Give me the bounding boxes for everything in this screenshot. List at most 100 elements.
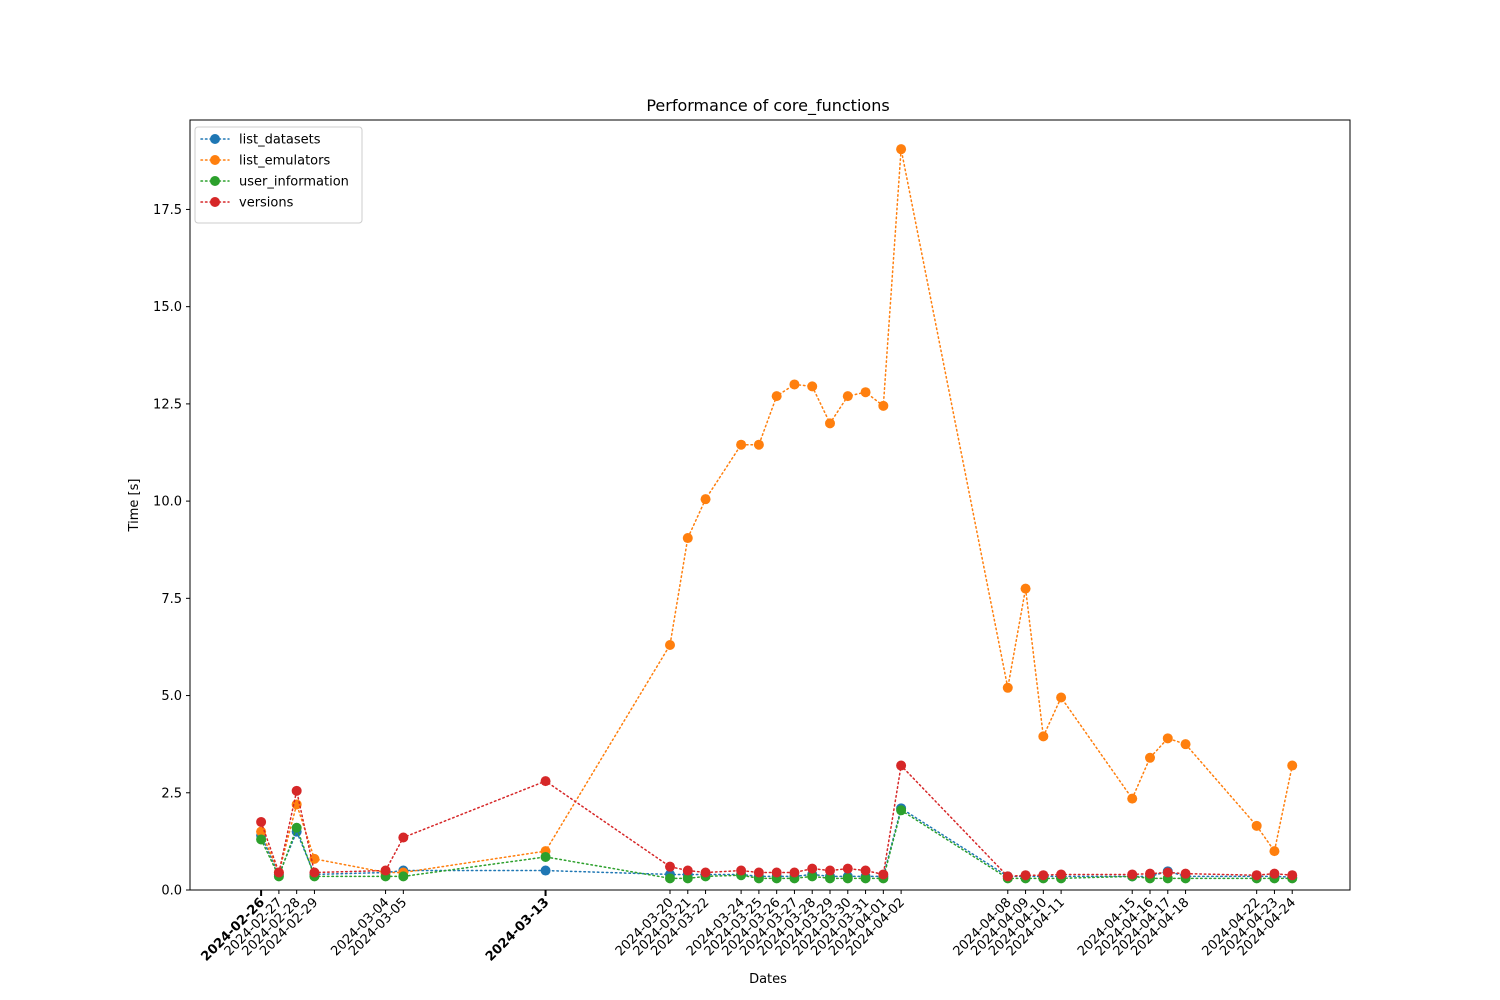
legend-marker: [210, 176, 220, 186]
data-point-versions-2024-04-22: [1251, 870, 1262, 881]
data-point-user_information-2024-03-28: [807, 871, 818, 882]
data-point-user_information-2024-03-20: [665, 873, 675, 884]
data-point-versions-2024-03-21: [682, 865, 693, 876]
data-point-versions-2024-02-28: [291, 785, 302, 796]
plot-layer: [256, 144, 1298, 884]
data-point-list_emulators-2024-04-10: [1038, 731, 1049, 742]
y-axis-title: Time [s]: [127, 479, 142, 533]
legend-label: user_information: [239, 175, 349, 190]
data-point-versions-2024-03-28: [807, 863, 818, 874]
legend-label: list_datasets: [239, 133, 321, 148]
data-point-list_emulators-2024-03-20: [665, 640, 675, 650]
y-tick-label: 0.0: [161, 884, 182, 899]
y-tick-label: 17.5: [153, 203, 182, 218]
plot-frame: [189, 119, 1351, 891]
data-point-versions-2024-03-22: [700, 867, 711, 878]
data-point-list_emulators-2024-03-22: [700, 494, 711, 505]
legend: list_datasets list_emulators user_informat…: [194, 126, 363, 224]
data-point-user_information-2024-04-02: [896, 805, 907, 816]
data-point-versions-2024-04-10: [1038, 870, 1049, 881]
data-point-versions-2024-03-31: [860, 865, 871, 876]
data-point-list_emulators-2024-03-31: [860, 387, 871, 398]
data-point-versions-2024-03-27: [789, 867, 800, 878]
data-point-user_information-2024-03-13: [540, 851, 551, 862]
data-point-user_information-2024-03-05: [398, 871, 409, 882]
legend-marker: [210, 155, 220, 165]
series-list_emulators: [256, 144, 1298, 878]
y-tick-label: 2.5: [161, 786, 182, 801]
data-point-versions-2024-04-01: [878, 869, 889, 880]
legend-item-versions: versions: [200, 196, 294, 211]
data-point-list_emulators-2024-03-26: [771, 391, 782, 402]
data-point-user_information-2024-02-26: [256, 834, 267, 845]
y-tick-label: 12.5: [153, 397, 182, 412]
data-point-versions-2024-04-08: [1002, 871, 1013, 882]
data-point-user_information-2024-03-30: [842, 873, 853, 884]
data-point-list_emulators-2024-04-11: [1056, 692, 1067, 703]
data-point-list_emulators-2024-04-24: [1287, 760, 1298, 771]
x-tick-label: 2024-03-13: [483, 895, 552, 964]
data-point-versions-2024-03-13: [540, 776, 551, 787]
axes-layer: 0.02.55.07.510.012.515.017.52024-02-2620…: [153, 119, 1351, 965]
legend-marker: [210, 134, 220, 144]
data-point-versions-2024-03-04: [380, 865, 391, 876]
chart-title: Performance of core_functions: [646, 96, 889, 116]
data-point-list_emulators-2024-04-15: [1127, 793, 1138, 804]
legend-label: versions: [239, 196, 294, 211]
data-point-versions-2024-04-24: [1287, 870, 1298, 881]
data-point-list_emulators-2024-03-24: [736, 439, 747, 450]
data-point-list_emulators-2024-03-29: [825, 418, 835, 429]
data-point-list_emulators-2024-02-29: [309, 853, 320, 864]
data-point-user_information-2024-03-29: [825, 873, 835, 884]
legend-marker: [210, 197, 220, 207]
data-point-versions-2024-03-25: [753, 867, 764, 878]
data-point-versions-2024-04-15: [1127, 869, 1138, 880]
legend-label: list_emulators: [239, 154, 330, 169]
data-point-versions-2024-02-26: [256, 816, 267, 827]
data-point-list_emulators-2024-04-16: [1145, 752, 1155, 763]
data-point-versions-2024-03-29: [825, 865, 835, 876]
data-point-list_emulators-2024-04-02: [896, 144, 907, 155]
data-point-versions-2024-04-02: [896, 760, 907, 771]
data-point-list_emulators-2024-04-22: [1251, 820, 1262, 831]
data-point-versions-2024-04-18: [1180, 868, 1191, 879]
legend-item-list_datasets: list_datasets: [200, 133, 321, 148]
y-tick-label: 5.0: [161, 689, 182, 704]
data-point-list_emulators-2024-02-26: [256, 826, 267, 837]
data-point-list_emulators-2024-03-30: [842, 391, 853, 402]
data-point-versions-2024-03-20: [665, 861, 675, 872]
data-point-versions-2024-04-16: [1145, 868, 1155, 879]
data-point-list_emulators-2024-04-01: [878, 400, 889, 411]
data-point-list_emulators-2024-04-09: [1020, 583, 1031, 594]
data-point-versions-2024-04-23: [1269, 868, 1280, 879]
data-point-user_information-2024-03-31: [860, 873, 871, 884]
data-point-versions-2024-04-09: [1020, 870, 1031, 881]
y-tick-label: 10.0: [153, 495, 182, 510]
legend-item-user_information: user_information: [200, 175, 349, 190]
data-point-list_emulators-2024-04-23: [1269, 846, 1280, 857]
data-point-versions-2024-04-17: [1162, 867, 1173, 878]
data-point-versions-2024-04-11: [1056, 869, 1067, 880]
data-point-versions-2024-03-05: [398, 832, 409, 843]
data-point-list_emulators-2024-04-18: [1180, 739, 1191, 750]
data-point-versions-2024-02-29: [309, 867, 320, 878]
data-point-user_information-2024-02-28: [291, 822, 302, 833]
x-axis-title: Dates: [749, 972, 787, 987]
data-point-user_information-2024-03-21: [682, 873, 693, 884]
series-line-list_datasets: [260, 807, 1293, 878]
legend-box: [194, 126, 363, 224]
data-point-versions-2024-03-24: [736, 865, 747, 876]
data-point-list_emulators-2024-04-17: [1162, 733, 1173, 744]
series-line-list_emulators: [260, 149, 1293, 875]
data-point-versions-2024-03-26: [771, 867, 782, 878]
data-point-versions-2024-02-27: [273, 867, 284, 878]
data-point-list_emulators-2024-03-28: [807, 381, 818, 392]
legend-item-list_emulators: list_emulators: [200, 154, 330, 169]
series-line-versions: [260, 763, 1293, 878]
data-point-list_datasets-2024-03-13: [540, 865, 551, 876]
data-point-list_emulators-2024-03-27: [789, 379, 800, 390]
data-point-versions-2024-03-30: [842, 863, 853, 874]
data-point-list_emulators-2024-03-25: [753, 439, 764, 450]
